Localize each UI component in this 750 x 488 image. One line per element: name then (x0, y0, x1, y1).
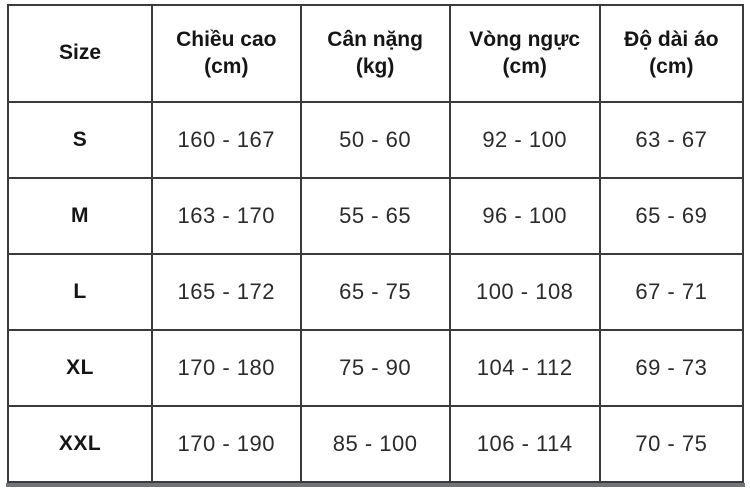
cell-l-height: 165 - 172 (151, 253, 302, 331)
table-row-m: M 163 - 170 55 - 65 96 - 100 65 - 69 (6, 177, 745, 255)
cell-s-length: 63 - 67 (598, 101, 745, 179)
cell-xl-length: 69 - 73 (598, 329, 745, 407)
cell-xl-weight: 75 - 90 (299, 329, 451, 407)
cell-l-size: L (6, 253, 154, 331)
cell-xxl-length: 70 - 75 (598, 405, 745, 483)
cell-l-chest: 100 - 108 (448, 253, 601, 331)
cell-m-weight: 55 - 65 (299, 177, 451, 255)
bottom-edge-divider (6, 483, 745, 487)
col-header-height: Chiều cao (cm) (151, 4, 302, 103)
cell-s-height: 160 - 167 (151, 101, 302, 179)
col-header-shirt-length: Độ dài áo (cm) (598, 4, 745, 103)
cell-m-size: M (6, 177, 154, 255)
cell-xxl-chest: 106 - 114 (448, 405, 601, 483)
cell-xxl-height: 170 - 190 (151, 405, 302, 483)
cell-l-weight: 65 - 75 (299, 253, 451, 331)
cell-m-length: 65 - 69 (598, 177, 745, 255)
header-row: Size Chiều cao (cm) Cân nặng (kg) Vòng n… (6, 4, 745, 103)
col-header-chest: Vòng ngực (cm) (448, 4, 601, 103)
cell-xxl-size: XXL (6, 405, 154, 483)
table-row-xxl: XXL 170 - 190 85 - 100 106 - 114 70 - 75 (6, 405, 745, 483)
cell-s-weight: 50 - 60 (299, 101, 451, 179)
cell-m-chest: 96 - 100 (448, 177, 601, 255)
cell-xl-chest: 104 - 112 (448, 329, 601, 407)
cell-xl-height: 170 - 180 (151, 329, 302, 407)
cell-l-length: 67 - 71 (598, 253, 745, 331)
table-row-l: L 165 - 172 65 - 75 100 - 108 67 - 71 (6, 253, 745, 331)
cell-xxl-weight: 85 - 100 (299, 405, 451, 483)
col-header-weight: Cân nặng (kg) (299, 4, 451, 103)
table-row-xl: XL 170 - 180 75 - 90 104 - 112 69 - 73 (6, 329, 745, 407)
table-row-s: S 160 - 167 50 - 60 92 - 100 63 - 67 (6, 101, 745, 179)
cell-xl-size: XL (6, 329, 154, 407)
size-chart-table: Size Chiều cao (cm) Cân nặng (kg) Vòng n… (6, 4, 745, 483)
cell-s-size: S (6, 101, 154, 179)
cell-m-height: 163 - 170 (151, 177, 302, 255)
col-header-size: Size (6, 4, 154, 103)
cell-s-chest: 92 - 100 (448, 101, 601, 179)
